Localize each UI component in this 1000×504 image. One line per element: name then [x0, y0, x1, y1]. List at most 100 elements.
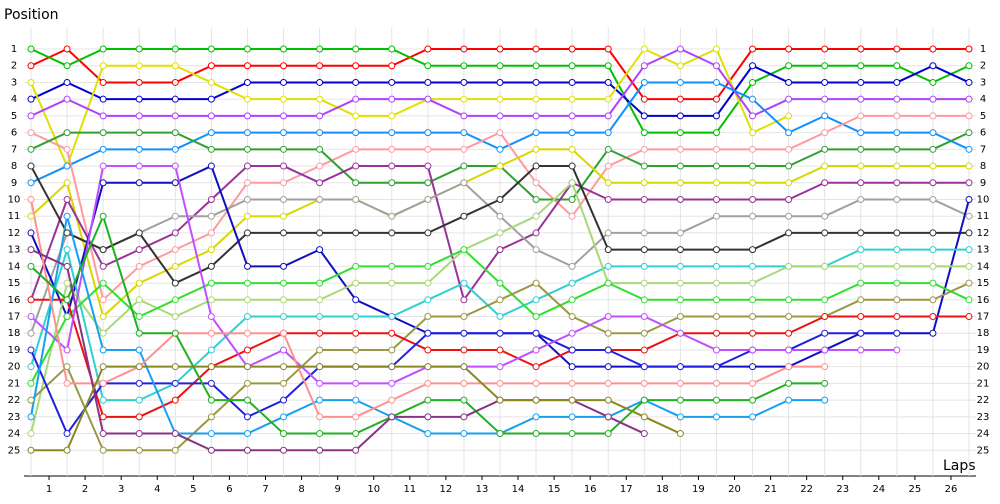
x-tick-label: 23: [836, 484, 849, 495]
position-marker: [99, 129, 107, 137]
position-marker: [604, 195, 612, 203]
position-marker: [496, 279, 504, 287]
position-marker: [316, 129, 324, 137]
position-marker: [352, 162, 360, 170]
position-marker: [99, 212, 107, 220]
position-marker: [460, 346, 468, 354]
position-marker: [316, 112, 324, 120]
position-marker: [388, 179, 396, 187]
position-marker: [388, 229, 396, 237]
position-marker: [243, 346, 251, 354]
x-tick-label: 10: [367, 484, 380, 495]
position-marker: [821, 129, 829, 137]
position-marker: [676, 45, 684, 53]
position-marker: [965, 296, 973, 304]
position-marker: [929, 262, 937, 270]
position-marker: [496, 145, 504, 153]
position-marker: [496, 246, 504, 254]
y-tick-label: 11: [977, 211, 990, 222]
y-tick-label: 10: [977, 194, 990, 205]
position-marker: [388, 129, 396, 137]
y-tick-label: 21: [8, 378, 21, 389]
position-marker: [893, 313, 901, 321]
position-marker: [893, 246, 901, 254]
position-marker: [568, 162, 576, 170]
position-marker: [243, 430, 251, 438]
position-marker: [929, 179, 937, 187]
position-marker: [171, 62, 179, 70]
position-marker: [171, 296, 179, 304]
position-marker: [568, 430, 576, 438]
position-marker: [749, 45, 757, 53]
position-marker: [604, 279, 612, 287]
position-marker: [388, 95, 396, 103]
position-marker: [135, 95, 143, 103]
position-marker: [929, 162, 937, 170]
position-marker: [63, 313, 71, 321]
position-marker: [27, 363, 35, 371]
position-marker: [99, 363, 107, 371]
position-marker: [460, 78, 468, 86]
position-marker: [604, 229, 612, 237]
position-marker: [243, 363, 251, 371]
position-marker: [316, 145, 324, 153]
position-marker: [99, 413, 107, 421]
y-tick-label: 6: [980, 128, 986, 139]
position-marker: [99, 313, 107, 321]
position-marker: [965, 195, 973, 203]
position-marker: [604, 179, 612, 187]
position-marker: [243, 45, 251, 53]
position-marker: [676, 379, 684, 387]
position-marker: [388, 162, 396, 170]
position-marker: [280, 329, 288, 337]
position-marker: [352, 62, 360, 70]
position-marker: [207, 162, 215, 170]
position-marker: [929, 246, 937, 254]
position-marker: [243, 112, 251, 120]
y-axis-title: Position: [4, 7, 59, 23]
position-marker: [676, 162, 684, 170]
position-marker: [965, 112, 973, 120]
position-marker: [135, 262, 143, 270]
position-marker: [388, 262, 396, 270]
position-marker: [243, 212, 251, 220]
position-marker: [568, 296, 576, 304]
position-marker: [171, 246, 179, 254]
position-marker: [965, 313, 973, 321]
position-marker: [207, 195, 215, 203]
position-marker: [821, 296, 829, 304]
position-marker: [243, 279, 251, 287]
position-marker: [676, 78, 684, 86]
position-marker: [135, 296, 143, 304]
position-marker: [280, 313, 288, 321]
position-marker: [135, 379, 143, 387]
y-tick-label: 17: [8, 312, 21, 323]
position-marker: [135, 329, 143, 337]
position-marker: [676, 329, 684, 337]
position-marker: [604, 129, 612, 137]
y-tick-label: 4: [11, 94, 17, 105]
position-marker: [604, 379, 612, 387]
position-marker: [676, 313, 684, 321]
position-marker: [460, 413, 468, 421]
position-marker: [640, 112, 648, 120]
position-marker: [532, 45, 540, 53]
position-marker: [821, 162, 829, 170]
position-marker: [929, 195, 937, 203]
position-marker: [135, 246, 143, 254]
position-marker: [316, 78, 324, 86]
position-marker: [460, 112, 468, 120]
y-tick-label: 10: [8, 194, 21, 205]
position-marker: [171, 129, 179, 137]
position-marker: [135, 446, 143, 454]
position-marker: [171, 45, 179, 53]
position-marker: [280, 129, 288, 137]
position-marker: [785, 229, 793, 237]
position-marker: [424, 379, 432, 387]
position-marker: [568, 78, 576, 86]
position-marker: [857, 145, 865, 153]
y-tick-label: 6: [11, 128, 17, 139]
position-marker: [316, 279, 324, 287]
position-marker: [640, 78, 648, 86]
position-marker: [135, 179, 143, 187]
